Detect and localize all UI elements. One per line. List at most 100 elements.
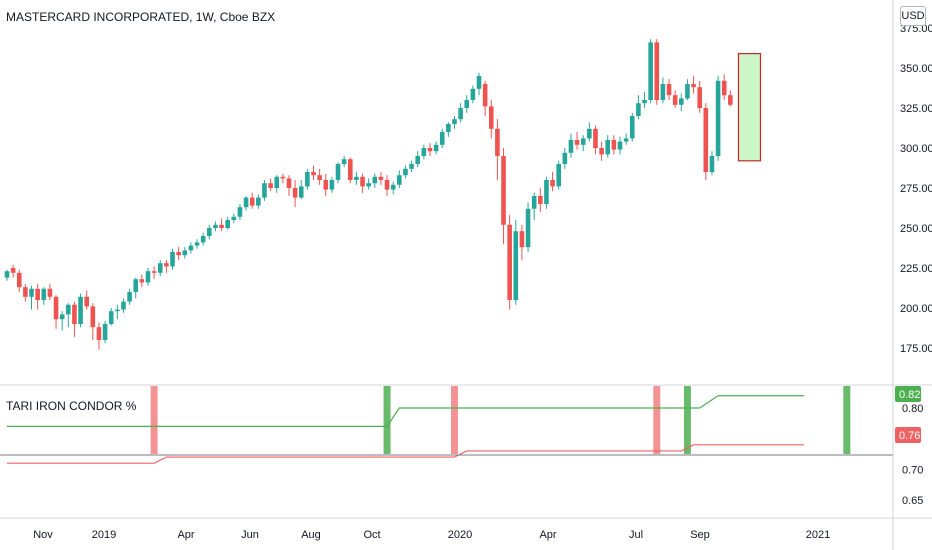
candle-body (629, 116, 635, 139)
candle-body (335, 164, 341, 180)
candle-body (397, 175, 402, 185)
candle-body (323, 180, 329, 190)
candle-body (599, 148, 604, 155)
candle-body (709, 156, 715, 172)
candle-body (679, 98, 684, 105)
candle-body (728, 95, 733, 105)
indicator-line-upper (7, 395, 804, 427)
candle-body (568, 140, 574, 153)
candle-body (525, 208, 531, 248)
candle-body (519, 231, 525, 248)
candle-body (446, 124, 451, 132)
price-tick-label: 175.00 (900, 343, 932, 355)
candle-body (562, 152, 568, 164)
signal-bar (683, 386, 691, 454)
candle-body (213, 224, 218, 228)
time-tick-label: 2020 (448, 529, 472, 541)
candle-body (292, 188, 298, 198)
candle-body (90, 306, 96, 328)
price-tick-label: 225.00 (900, 263, 932, 275)
candle-body (53, 296, 59, 320)
candle-body (660, 84, 666, 100)
candle-body (237, 207, 243, 217)
candle-body (390, 184, 396, 190)
candle-body (642, 100, 647, 104)
candle-body (605, 140, 611, 155)
candle-body (513, 231, 519, 300)
candle-body (47, 288, 53, 297)
time-tick-label: Aug (301, 529, 321, 541)
time-tick-label: Nov (33, 529, 53, 541)
candle-body (139, 279, 145, 283)
candle-body (703, 108, 709, 172)
candle-body (29, 288, 34, 297)
candle-body (206, 228, 212, 236)
price-tick-label: 300.00 (900, 143, 932, 155)
candle-body (280, 176, 286, 179)
candle-body (458, 108, 463, 120)
candle-body (41, 288, 47, 300)
signal-bar (450, 386, 458, 454)
candle-body (317, 175, 322, 180)
candle-body (96, 327, 102, 340)
candle-body (262, 183, 267, 198)
green-value-label: 0.82 (899, 389, 920, 401)
candle-body (464, 100, 470, 108)
candle-body (200, 236, 206, 243)
candle-body (16, 272, 22, 288)
candle-body (501, 156, 506, 225)
candle-body (507, 224, 512, 300)
candle-body (108, 311, 114, 324)
price-tick-label: 275.00 (900, 183, 932, 195)
candle-body (249, 197, 255, 206)
projection-box[interactable] (737, 52, 762, 162)
candle-body (243, 197, 249, 208)
candle-body (311, 172, 316, 176)
candle-body (225, 220, 230, 228)
candle-body (35, 288, 40, 300)
candle-body (433, 144, 439, 152)
candle-body (574, 140, 580, 145)
candle-body (354, 176, 359, 180)
candle-body (623, 138, 629, 142)
red-value-label: 0.76 (899, 430, 920, 442)
candle-body (102, 324, 108, 340)
candle-body (78, 296, 83, 324)
candle-body (341, 159, 347, 164)
candle-body (176, 252, 181, 256)
green-value-badge (895, 386, 921, 402)
price-tick-label: 250.00 (900, 223, 932, 235)
candle-body (482, 84, 488, 107)
candle-body (145, 271, 151, 283)
candle-body (121, 301, 126, 310)
currency-button[interactable]: USD (900, 6, 926, 26)
candle-body (580, 138, 586, 145)
candle-body (219, 224, 224, 228)
signal-bar (653, 386, 661, 454)
price-tick-label: 325.00 (900, 103, 932, 115)
candle-body (305, 172, 310, 187)
candle-body (403, 168, 408, 176)
indicator-tick-label: 0.70 (902, 464, 923, 476)
candle-body (274, 176, 280, 188)
candle-body (691, 84, 696, 88)
price-tick-label: 350.00 (900, 63, 932, 75)
signal-bar (150, 386, 158, 454)
candle-body (636, 103, 641, 116)
candle-body (654, 42, 660, 100)
candle-body (164, 263, 169, 267)
time-tick-label: Jul (629, 529, 643, 541)
candle-body (372, 176, 378, 184)
candle-body (556, 164, 561, 187)
candle-body (672, 95, 678, 105)
candle-body (470, 88, 476, 100)
candle-body (72, 304, 77, 324)
candle-body (268, 183, 273, 188)
time-tick-label: 2021 (806, 529, 830, 541)
candle-body (298, 186, 304, 198)
candle-body (127, 292, 132, 302)
indicator-pane: TARI IRON CONDOR % (0, 386, 893, 464)
